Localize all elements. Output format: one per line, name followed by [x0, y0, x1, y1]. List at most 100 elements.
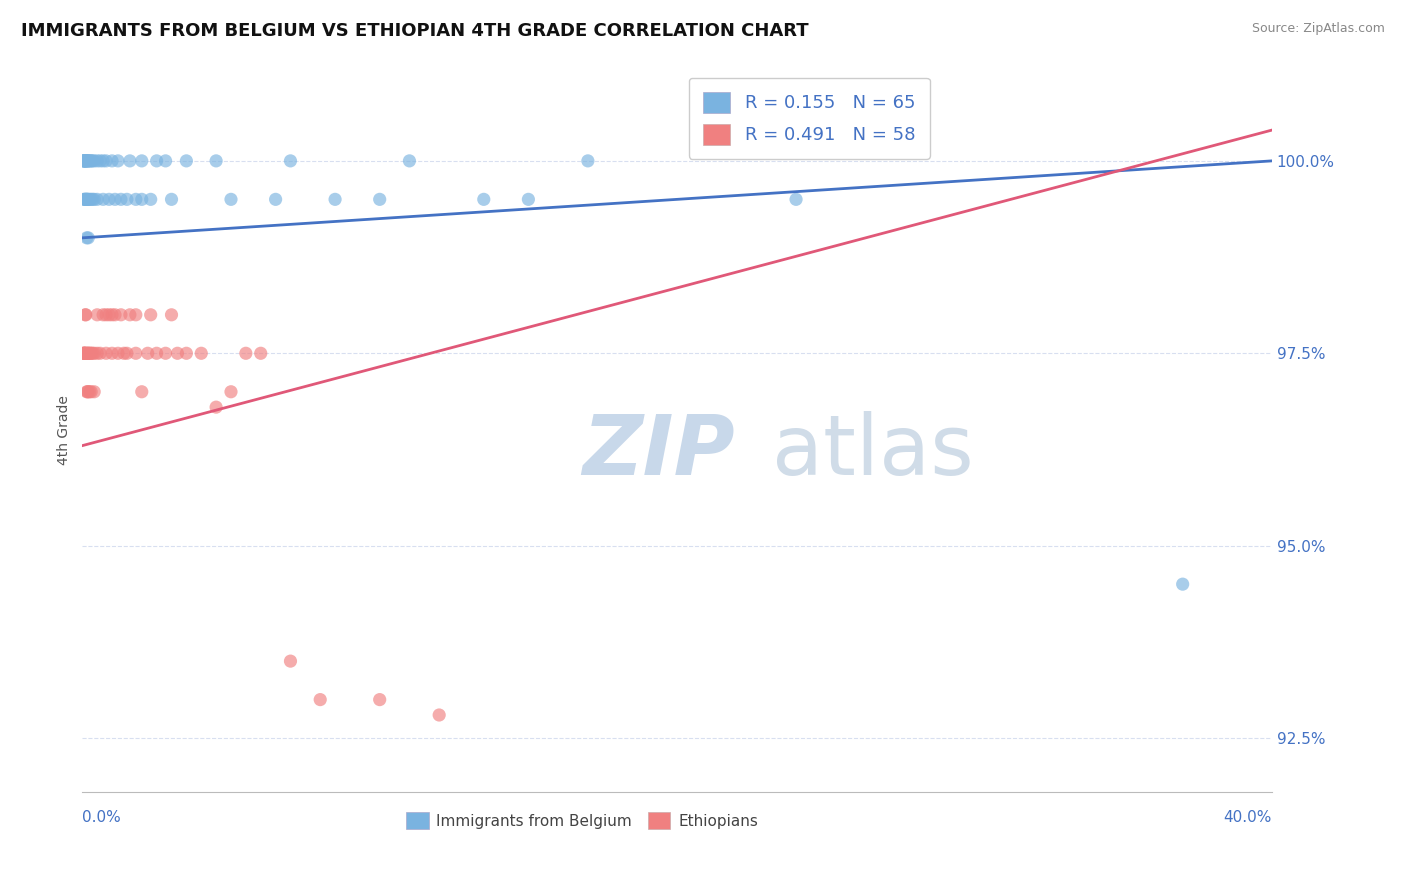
- Point: [160, 192, 183, 206]
- Point: [160, 308, 183, 322]
- Point: [79, 346, 101, 360]
- Point: [76, 231, 98, 245]
- Point: [79, 153, 101, 168]
- Text: 0.0%: 0.0%: [83, 810, 121, 825]
- Point: [125, 346, 148, 360]
- Legend: Immigrants from Belgium, Ethiopians: Immigrants from Belgium, Ethiopians: [399, 806, 763, 835]
- Point: [76, 192, 98, 206]
- Point: [131, 153, 153, 168]
- Point: [86, 308, 108, 322]
- Point: [73, 153, 96, 168]
- Point: [118, 308, 141, 322]
- Point: [79, 384, 101, 399]
- Point: [75, 153, 97, 168]
- Point: [280, 153, 302, 168]
- Point: [77, 384, 100, 399]
- Point: [80, 346, 103, 360]
- Point: [110, 308, 132, 322]
- Point: [576, 153, 599, 168]
- Point: [77, 153, 100, 168]
- Point: [83, 192, 105, 206]
- Point: [101, 308, 124, 322]
- Point: [166, 346, 188, 360]
- Point: [309, 692, 332, 706]
- Point: [86, 346, 108, 360]
- Point: [79, 192, 101, 206]
- Point: [73, 346, 96, 360]
- Point: [101, 153, 124, 168]
- Point: [517, 192, 540, 206]
- Point: [86, 192, 108, 206]
- Point: [73, 346, 96, 360]
- Point: [76, 346, 98, 360]
- Point: [89, 346, 111, 360]
- Point: [91, 308, 114, 322]
- Point: [75, 153, 97, 168]
- Point: [155, 153, 177, 168]
- Point: [82, 346, 104, 360]
- Point: [77, 346, 100, 360]
- Point: [75, 308, 97, 322]
- Point: [77, 153, 100, 168]
- Point: [77, 231, 100, 245]
- Point: [76, 153, 98, 168]
- Point: [427, 708, 450, 723]
- Point: [73, 153, 96, 168]
- Point: [75, 153, 97, 168]
- Point: [368, 192, 391, 206]
- Point: [80, 384, 103, 399]
- Point: [110, 192, 132, 206]
- Point: [94, 346, 117, 360]
- Point: [77, 346, 100, 360]
- Point: [76, 153, 98, 168]
- Point: [131, 192, 153, 206]
- Point: [82, 153, 104, 168]
- Point: [145, 346, 167, 360]
- Point: [139, 308, 162, 322]
- Point: [73, 346, 96, 360]
- Point: [83, 384, 105, 399]
- Point: [83, 153, 105, 168]
- Point: [205, 400, 228, 414]
- Point: [155, 346, 177, 360]
- Point: [219, 192, 242, 206]
- Point: [115, 346, 138, 360]
- Point: [145, 153, 167, 168]
- Point: [104, 192, 127, 206]
- Point: [73, 346, 96, 360]
- Point: [139, 192, 162, 206]
- Point: [112, 346, 135, 360]
- Point: [80, 192, 103, 206]
- Point: [73, 153, 96, 168]
- Point: [76, 384, 98, 399]
- Point: [472, 192, 495, 206]
- Point: [80, 153, 103, 168]
- Point: [131, 384, 153, 399]
- Point: [73, 192, 96, 206]
- Point: [104, 308, 127, 322]
- Text: IMMIGRANTS FROM BELGIUM VS ETHIOPIAN 4TH GRADE CORRELATION CHART: IMMIGRANTS FROM BELGIUM VS ETHIOPIAN 4TH…: [21, 22, 808, 40]
- Point: [83, 346, 105, 360]
- Point: [75, 346, 97, 360]
- Point: [125, 192, 148, 206]
- Point: [398, 153, 420, 168]
- Point: [785, 192, 807, 206]
- Point: [79, 346, 101, 360]
- Point: [264, 192, 287, 206]
- Point: [249, 346, 271, 360]
- Point: [89, 153, 111, 168]
- Point: [235, 346, 257, 360]
- Point: [75, 308, 97, 322]
- Point: [91, 153, 114, 168]
- Point: [136, 346, 159, 360]
- Point: [115, 192, 138, 206]
- Point: [75, 192, 97, 206]
- Point: [176, 346, 198, 360]
- Point: [76, 384, 98, 399]
- Point: [73, 192, 96, 206]
- Point: [125, 308, 148, 322]
- Point: [77, 192, 100, 206]
- Point: [94, 153, 117, 168]
- Point: [205, 153, 228, 168]
- Text: ZIP: ZIP: [582, 411, 734, 492]
